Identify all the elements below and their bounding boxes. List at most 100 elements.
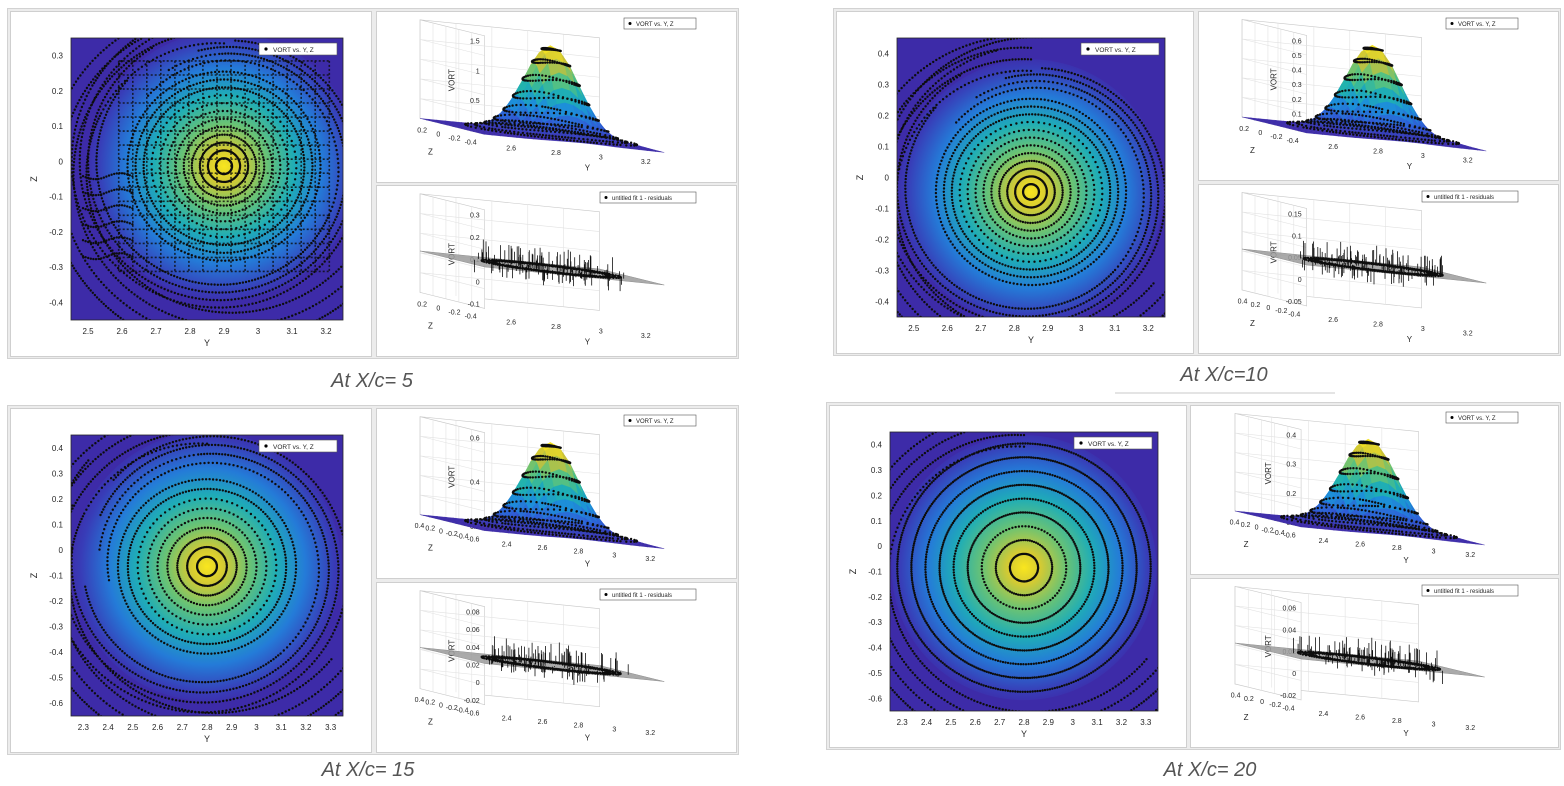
z-axis-tick-label: 0 [1266,305,1270,312]
x-tick-label: 2.9 [1042,324,1054,333]
y-tick-label: -0.2 [875,236,889,245]
y-tick-label: -0.6 [868,694,882,703]
z-axis-tick-label: -0.2 [446,531,458,538]
z-axis-tick-label: -0.2 [448,135,460,142]
z-axis-tick-label: 0.4 [415,697,425,704]
z-axis-label: Z [428,544,433,553]
legend-label: VORT vs. Y, Z [1095,47,1136,54]
z-axis-tick-label: 0.4 [415,523,425,530]
plot-frame [889,431,1159,712]
legend-marker [628,419,632,422]
y-tick-label: -0.3 [868,618,882,627]
streamline-ring [938,483,1110,652]
streamline-tail [81,204,134,213]
z-tick-label: 1.5 [470,39,480,46]
y-axis-label: Z [29,572,39,578]
y-tick-label: 3 [1421,153,1425,160]
y-tick-label: 2.4 [502,715,512,722]
y-tick-label: 0.1 [52,122,64,131]
x-tick-label: 2.8 [1009,324,1021,333]
surface-streamline [1289,514,1449,537]
y-tick-label: 2.4 [1319,538,1329,545]
x-tick-label: 2.5 [908,324,920,333]
vorticity-field [72,435,342,701]
x-tick-label: 2.9 [1043,718,1055,727]
surface-streamline [1343,73,1404,87]
z-axis-tick-label: 0.2 [417,301,427,308]
streamline-ring [980,525,1068,611]
streamline-arm [71,435,343,716]
streamline-arm [71,38,343,320]
caption-xc15: At X/c= 15 [321,759,415,781]
y-tick-label: 0.2 [52,87,64,96]
caption-underline-xc10 [1115,392,1335,394]
residual-svg-xc20: 0.060.040.020-0.022.42.62.833.20.40.20-0… [1231,584,1519,738]
z-tick-label: 0 [476,279,480,286]
z-tick-label: 0.1 [1292,111,1302,118]
streamline-ring [195,555,219,578]
axes-3d: 0.08 0.06 0.04 0.02 0 -0.02 2.4 2.6 2.8 3 3.2 0.4 0.… [415,588,697,743]
y-tick-label: -0.1 [49,193,63,202]
z-axis-tick-label: 0.2 [417,127,427,134]
contour-svg-xc15: 2.3 2.4 2.5 2.6 2.7 2.8 2.9 3 3.1 3.2 3.3 0.4 0.3 0.2… [29,434,344,744]
streamline-ring [904,86,1146,310]
legend-label: VORT vs. Y, Z [636,419,674,425]
z-tick-label: 0.04 [1282,627,1296,634]
y-tick-label: 0 [59,546,64,555]
surface-streamline [521,73,582,88]
z-axis-tick-label: 0.2 [425,526,435,533]
x-tick-label: 3.1 [276,723,288,732]
legend-box [599,191,697,204]
streamline-ring [1006,167,1057,217]
side-wall [419,193,485,309]
streamline-arm [897,38,1007,317]
legend-label: VORT vs. Y, Z [273,47,314,54]
y-tick-label: 2.8 [551,150,561,157]
z-tick-label: 0.2 [1292,97,1302,104]
y-tick-label: 0.3 [52,52,64,61]
z-axis-tick-label: -0.2 [1270,134,1282,141]
x-tick-label: 2.5 [945,718,957,727]
surface-patch [1473,543,1485,546]
streamline-tail [81,252,134,261]
surface-streamline [511,89,591,107]
surface-streamline [540,443,562,449]
legend-box [599,588,697,601]
y-axis-label: Y [1403,729,1409,738]
z-axis-tick-label: 0 [439,528,443,535]
z-axis-tick-label: 0 [1258,130,1262,137]
streamline-ring [142,86,306,247]
streamline-ring [136,497,278,636]
legend-box [258,439,338,453]
x-tick-label: 2.6 [970,718,982,727]
y-tick-label: 2.6 [538,545,548,552]
legend: VORT vs. Y, Z [1445,17,1519,30]
z-axis-tick-label: -0.2 [1275,308,1287,315]
legend-box [1421,584,1519,597]
streamline-ring [958,120,1104,263]
residual-svg-xc15: 0.08 0.06 0.04 0.02 0 -0.02 2.4 2.6 2.8 3 3.2 0.4 0.… [415,588,697,743]
legend: VORT vs. Y, Z [258,42,338,56]
z-tick-label: 0 [1298,277,1302,284]
z-axis-label: Z [428,718,433,727]
y-axis-label: Y [1407,335,1413,344]
residual-ring [480,655,622,676]
surface-streamline [530,58,572,68]
z-tick-label: 0.2 [1286,491,1296,498]
legend-box [258,42,338,56]
axes-3d: 0.060.040.020-0.022.42.62.833.20.40.20-0… [1231,584,1519,738]
y-tick-label: 0 [885,174,890,183]
plot-content [890,432,1158,711]
z-tick-label: 0.6 [470,436,480,443]
streamline-tail [81,172,134,181]
figure-xc15: 2.3 2.4 2.5 2.6 2.7 2.8 2.9 3 3.1 3.2 3.3 0.4 0.3 0.2… [7,405,739,755]
contour-plot-xc15: 2.3 2.4 2.5 2.6 2.7 2.8 2.9 3 3.1 3.2 3.3 0.4 0.3 0.2… [10,408,372,753]
surface-streamline [1362,46,1384,52]
y-tick-label: 3 [599,329,603,336]
y-tick-label: -0.5 [49,674,63,683]
residual-plot-xc5: 0.30.20.10-0.12.62.833.20.20-0.2-0.4VORT… [376,185,737,357]
residual-svg-xc5: 0.30.20.10-0.12.62.833.20.20-0.2-0.4VORT… [417,191,697,346]
surface-plot-xc15: 0.20.40.62.42.62.833.20.40.20-0.2-0.4-0.… [376,408,737,579]
surface-plot-xc5: 00.511.52.62.833.20.20-0.2-0.4VORTYZVORT… [376,11,737,183]
contour-svg-xc10: 2.5 2.6 2.7 2.8 2.9 3 3.1 3.2 0.4 0.3 0.2 0.1 0 -0.1 -… [855,37,1166,345]
